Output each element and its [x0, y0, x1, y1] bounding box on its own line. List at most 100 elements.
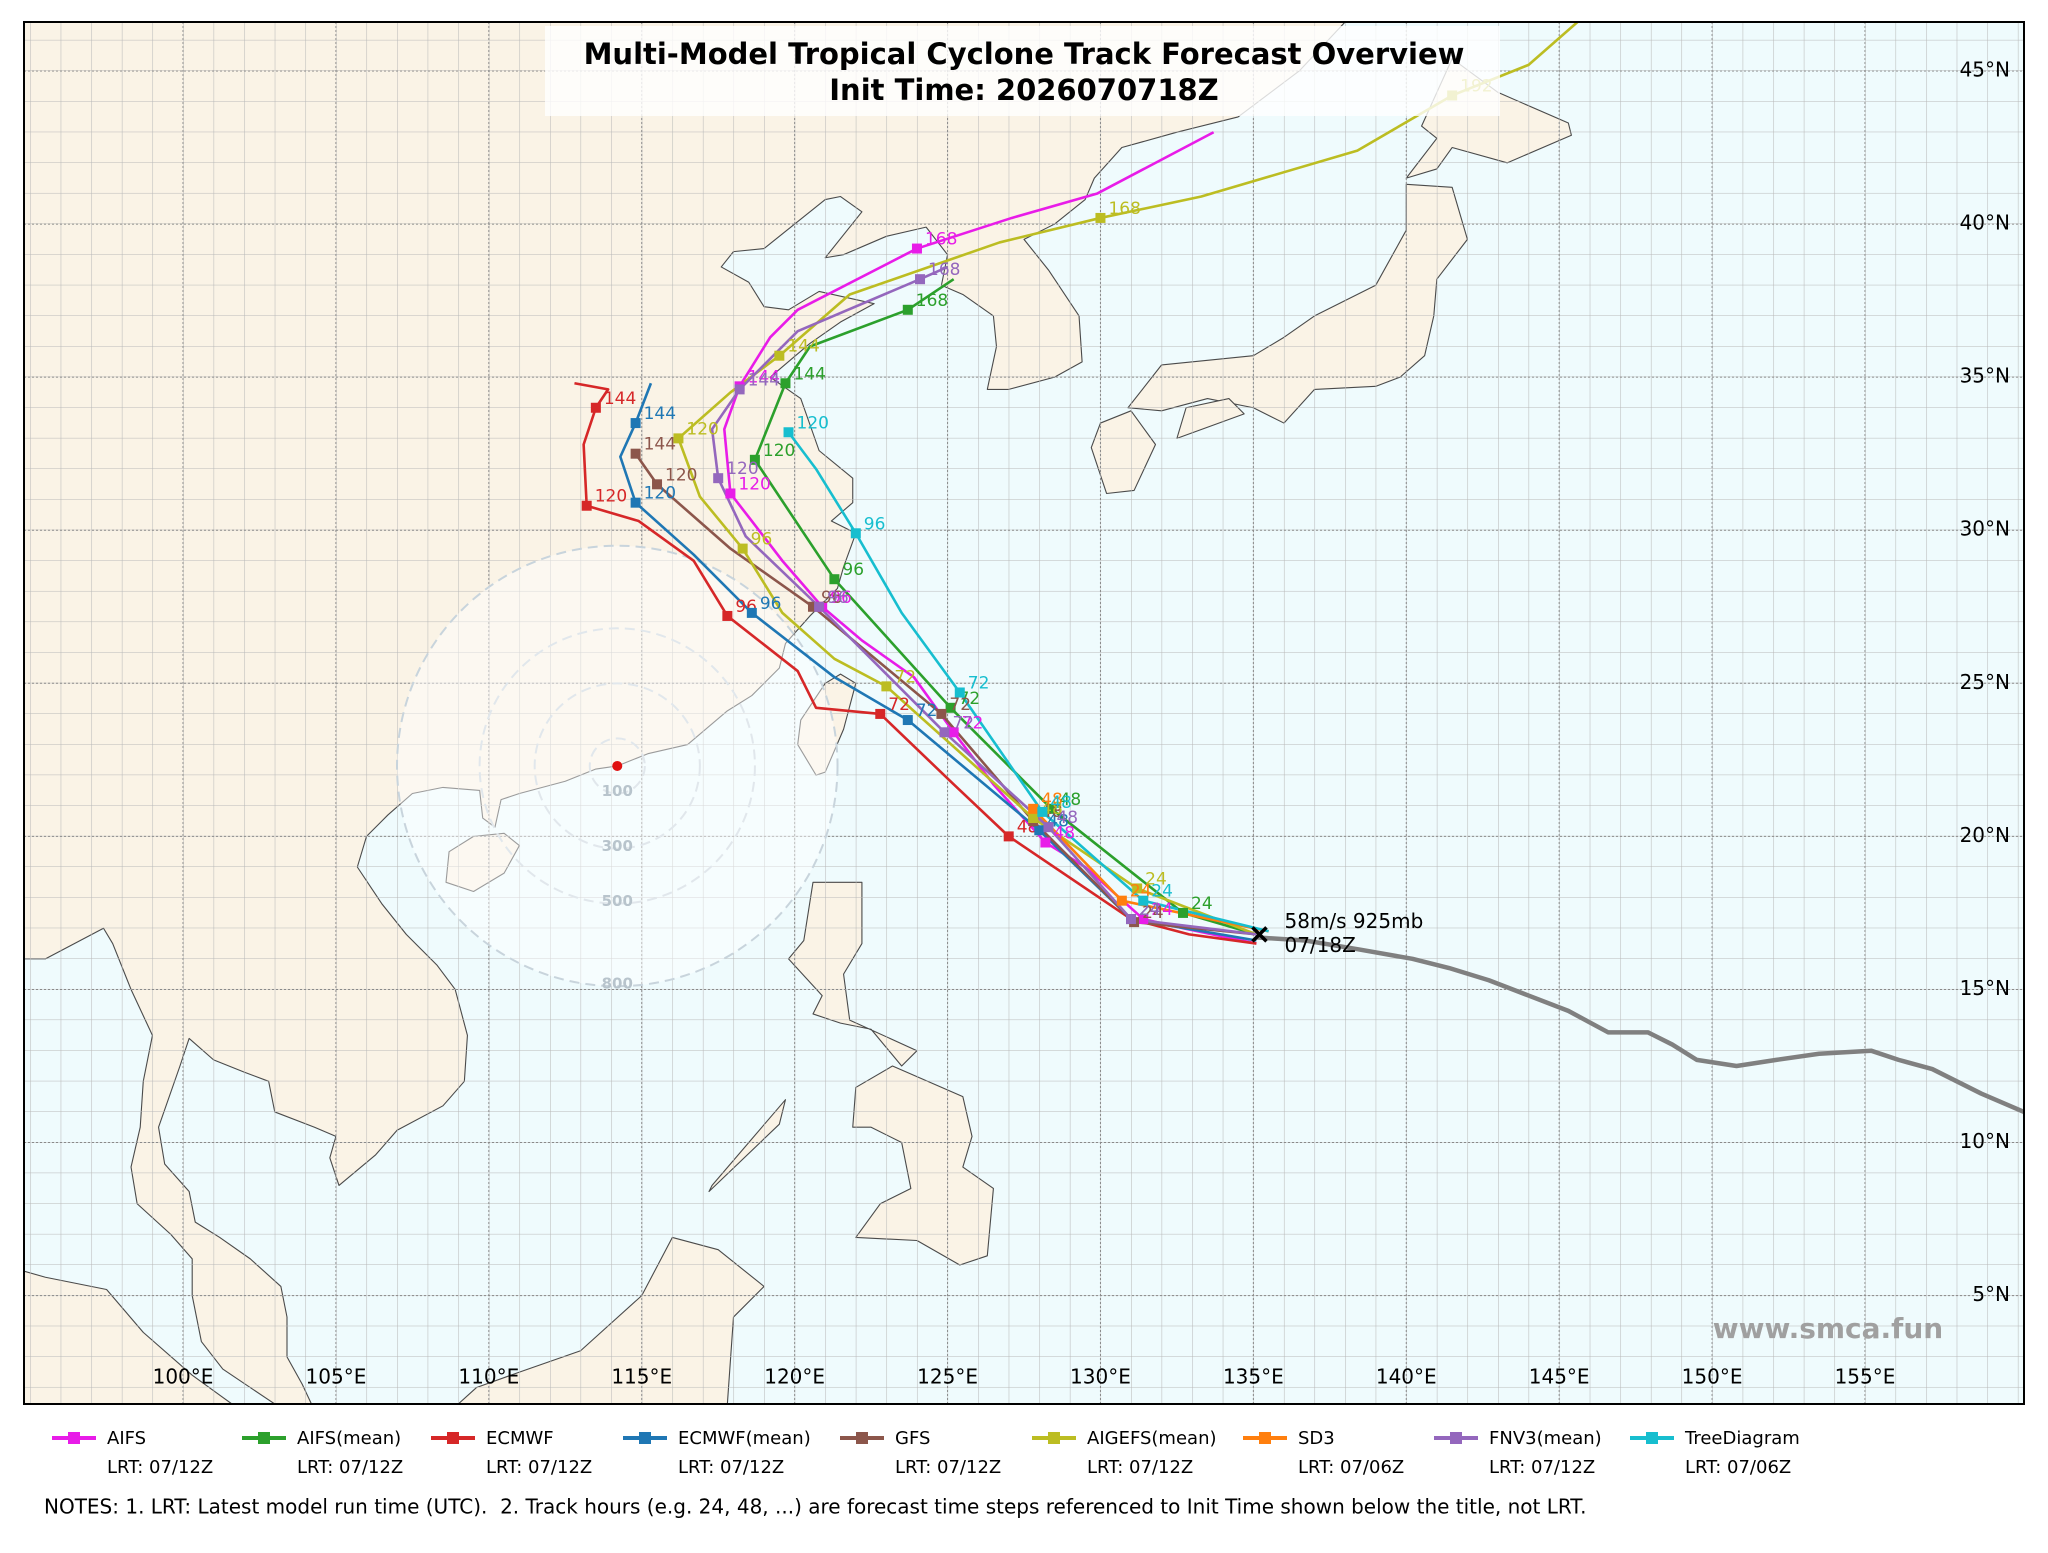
track-marker — [829, 574, 840, 585]
legend-lrt: LRT: 07/12Z — [1489, 1457, 1595, 1478]
notes: NOTES: 1. LRT: Latest model run time (UT… — [44, 1495, 1587, 1519]
track-marker — [1178, 907, 1189, 918]
track-marker — [630, 448, 641, 459]
legend-swatch-marker — [258, 1432, 270, 1444]
current-label: 07/18Z — [1284, 933, 1355, 957]
forecast-track — [753, 278, 1257, 936]
y-tick-label: 35°N — [1960, 364, 2010, 388]
track-marker — [1095, 212, 1106, 223]
track-marker — [737, 543, 748, 554]
track-hour-label: 144 — [748, 370, 780, 390]
track-marker — [1037, 806, 1048, 817]
track-marker — [1138, 895, 1149, 906]
legend-lrt: LRT: 07/06Z — [1298, 1457, 1404, 1478]
range-ring — [533, 682, 701, 850]
track-hour-label: 48 — [1050, 793, 1072, 813]
legend-swatch-marker — [68, 1432, 80, 1444]
track-hour-label: 72 — [952, 713, 974, 733]
y-tick-label: 5°N — [1972, 1282, 2010, 1306]
track-marker — [590, 402, 601, 413]
track-marker — [725, 488, 736, 499]
y-tick-label: 20°N — [1960, 823, 2010, 847]
legend-label: FNV3(mean) — [1489, 1428, 1602, 1449]
y-tick-label: 25°N — [1960, 670, 2010, 694]
track-hour-label: 72 — [949, 695, 971, 715]
track-marker — [652, 479, 663, 490]
range-ring-label: 300 — [602, 837, 633, 855]
reference-point — [612, 760, 623, 771]
track-hour-label: 144 — [787, 337, 819, 357]
track-marker — [722, 610, 733, 621]
map-area: 100 300 500 800 24 48 72 96 120 144 168 24 48 72 96 120… — [24, 22, 2024, 1404]
track-hour-label: 96 — [842, 560, 864, 580]
legend-swatch-marker — [1259, 1432, 1271, 1444]
track-marker — [749, 454, 760, 465]
chart-title: Multi-Model Tropical Cyclone Track Forec… — [584, 37, 1465, 71]
track-hour-label: 72 — [962, 713, 984, 733]
x-tick-label: 125°E — [917, 1365, 978, 1389]
title-box — [545, 26, 1500, 116]
track-hour-label: 168 — [928, 260, 960, 280]
track-hour-label: 120 — [738, 474, 770, 494]
range-ring-label: 800 — [602, 975, 633, 993]
track-marker — [581, 500, 592, 511]
legend-lrt: LRT: 07/12Z — [1087, 1457, 1193, 1478]
legend-swatch-marker — [639, 1432, 651, 1444]
plot-border — [23, 21, 2025, 1405]
track-marker — [774, 350, 785, 361]
track-hour-label: 120 — [595, 487, 627, 507]
track-hour-label: 168 — [925, 230, 957, 250]
legend-swatch-marker — [1450, 1432, 1462, 1444]
x-tick-label: 105°E — [306, 1365, 367, 1389]
observed-track — [1256, 935, 2024, 1114]
track-marker — [1138, 914, 1149, 925]
y-tick-label: 15°N — [1960, 976, 2010, 1000]
x-tick-label: 110°E — [458, 1365, 519, 1389]
track-hour-label: 96 — [751, 530, 773, 550]
track-hour-label: 120 — [665, 465, 697, 485]
track-marker — [1003, 831, 1014, 842]
x-tick-label: 115°E — [611, 1365, 672, 1389]
track-marker — [1034, 825, 1045, 836]
track-hour-label: 120 — [644, 484, 676, 504]
track-hour-label: 48 — [1053, 824, 1075, 844]
y-tick-label: 40°N — [1960, 211, 2010, 235]
track-hour-label: 120 — [726, 459, 758, 479]
track-hour-label: 96 — [864, 514, 886, 534]
legend-label: ECMWF(mean) — [678, 1428, 811, 1449]
track-hour-label: 96 — [827, 588, 849, 608]
forecast-track — [710, 265, 1257, 936]
x-tick-label: 140°E — [1376, 1365, 1437, 1389]
track-hour-label: 144 — [793, 364, 825, 384]
track-marker — [630, 418, 641, 429]
track-marker — [939, 727, 950, 738]
legend-lrt: LRT: 07/12Z — [895, 1457, 1001, 1478]
track-marker — [783, 427, 794, 438]
x-tick-label: 145°E — [1529, 1365, 1590, 1389]
legend-lrt: LRT: 07/12Z — [486, 1457, 592, 1478]
y-tick-label: 30°N — [1960, 517, 2010, 541]
track-hour-label: 24 — [1142, 903, 1164, 923]
track-marker — [1028, 803, 1039, 814]
legend-swatch-marker — [1646, 1432, 1658, 1444]
track-marker — [1116, 895, 1127, 906]
track-marker — [814, 601, 825, 612]
x-tick-label: 120°E — [764, 1365, 825, 1389]
current-position — [1251, 926, 1268, 943]
track-hour-label: 96 — [830, 588, 852, 608]
track-hour-label: 120 — [686, 419, 718, 439]
legend-label: GFS — [895, 1428, 930, 1449]
range-ring-label: 100 — [602, 782, 633, 800]
legend-swatch-marker — [447, 1432, 459, 1444]
minor-grid — [24, 22, 2024, 1404]
current-label: 58m/s 925mb — [1284, 909, 1423, 933]
track-marker — [807, 601, 818, 612]
legend-swatch-marker — [856, 1432, 868, 1444]
range-ring — [588, 737, 646, 795]
range-ring-label: 500 — [602, 892, 633, 910]
track-marker — [1046, 803, 1057, 814]
legend-label: AIFS — [107, 1428, 146, 1449]
x-tick-label: 135°E — [1223, 1365, 1284, 1389]
legend-label: AIFS(mean) — [297, 1428, 401, 1449]
